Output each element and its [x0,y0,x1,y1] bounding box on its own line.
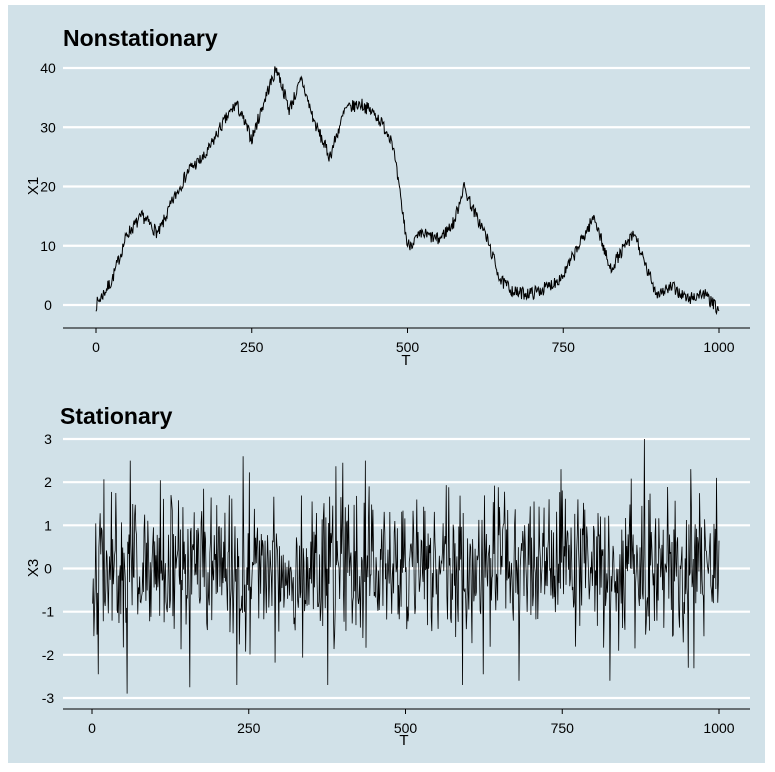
gridlines [63,66,750,307]
y-tick-label: 0 [44,297,52,313]
y-axis-label: X1 [25,177,42,195]
x-axis-label: T [401,352,410,369]
chart-title: Stationary [60,403,173,429]
plot-background [8,5,765,763]
y-tick-label: 0 [44,561,52,577]
series-line [92,438,720,694]
x-tick-label: 0 [92,339,100,355]
y-tick-label: 2 [44,474,52,490]
stationary-panel: Stationary 0 250 500 750 1000 -3 -2 -1 0 1 2 3 T X… [25,403,750,749]
x-tick-label: 1000 [703,339,734,355]
series-line [95,66,720,316]
x-tick-label: 250 [240,339,264,355]
y-tick-label: 3 [44,431,52,447]
x-tick-label: 500 [396,339,420,355]
x-tick-label: 0 [88,720,96,736]
x-axis-label: T [399,732,408,749]
nonstationary-panel: Nonstationary 0 250 500 750 1000 0 10 20 30 40 T… [25,25,750,369]
y-tick-label: -1 [42,604,55,620]
y-tick-label: 40 [40,60,56,76]
x-tick-label: 750 [551,720,575,736]
y-ticks: 0 10 20 30 40 [40,60,56,313]
x-ticks: 0 250 500 750 1000 [88,709,735,736]
x-tick-label: 500 [394,720,418,736]
y-tick-label: -3 [42,690,55,706]
y-tick-label: 20 [40,179,56,195]
y-tick-label: -2 [42,647,55,663]
x-tick-label: 750 [552,339,576,355]
y-axis-label: X3 [25,559,42,577]
x-ticks: 0 250 500 750 1000 [92,328,735,355]
x-tick-label: 1000 [703,720,734,736]
y-tick-label: 30 [40,119,56,135]
y-tick-label: 1 [44,517,52,533]
y-ticks: -3 -2 -1 0 1 2 3 [42,431,55,706]
y-tick-label: 10 [40,238,56,254]
x-tick-label: 250 [237,720,261,736]
chart-title: Nonstationary [63,25,218,51]
